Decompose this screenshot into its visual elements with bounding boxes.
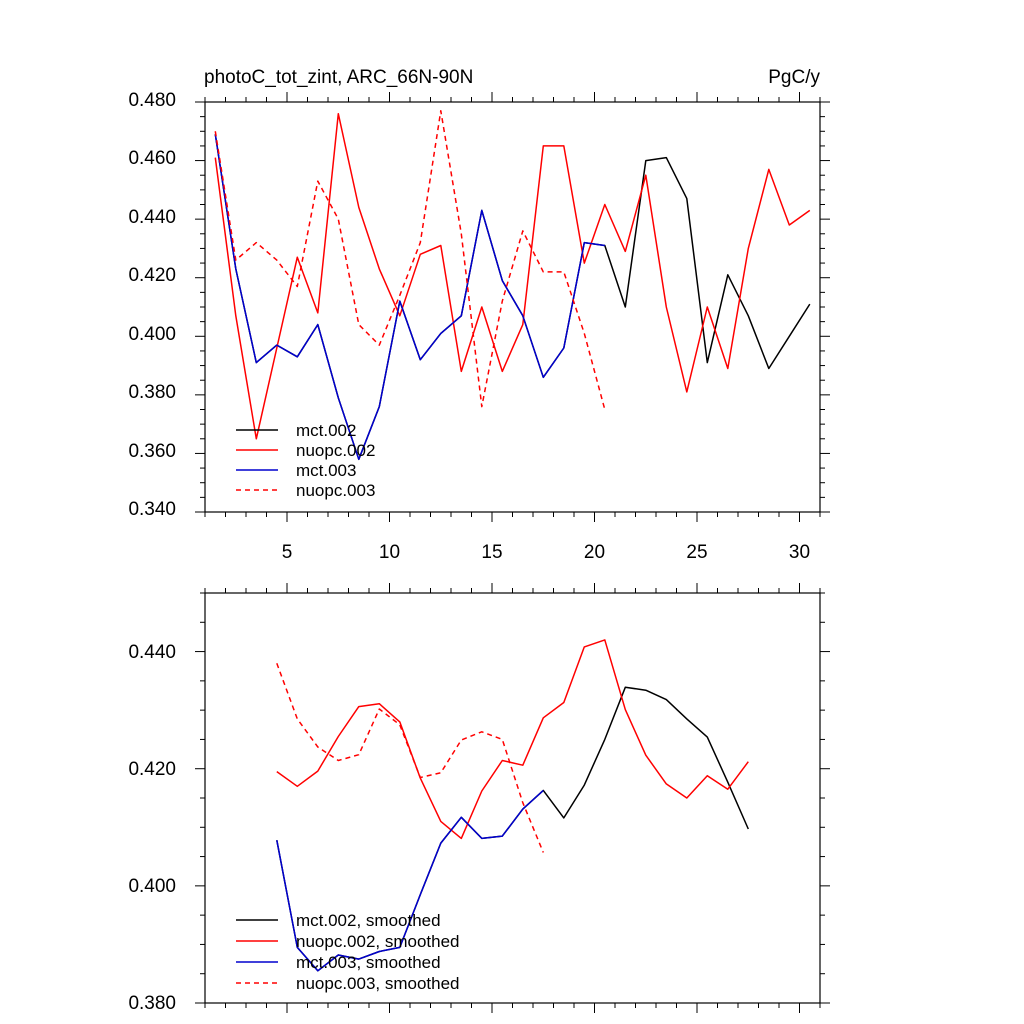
legend-label-mct-003: mct.003 bbox=[296, 461, 356, 480]
top-chart-title: photoC_tot_zint, ARC_66N-90N bbox=[204, 67, 473, 88]
legend-label-mct-003-smoothed: mct.003, smoothed bbox=[296, 953, 441, 972]
top-y-tick-label: 0.420 bbox=[128, 265, 176, 286]
top-legend: mct.002 nuopc.002 mct.003 nuopc.003 bbox=[236, 421, 375, 500]
top-y-tick-label: 0.400 bbox=[128, 324, 176, 345]
bottom-legend: mct.002, smoothed nuopc.002, smoothed mc… bbox=[236, 911, 460, 993]
series-line-nuopc-003 bbox=[214, 110, 606, 410]
top-x-tick-label: 10 bbox=[379, 542, 400, 563]
legend-label-mct-002: mct.002 bbox=[296, 421, 356, 440]
top-x-tick-label: 15 bbox=[481, 542, 502, 563]
legend-label-nuopc-003: nuopc.003 bbox=[296, 481, 375, 500]
bottom-y-tick-label: 0.440 bbox=[128, 642, 176, 663]
top-y-tick-label: 0.360 bbox=[128, 441, 176, 462]
bottom-series-lines bbox=[276, 639, 749, 972]
legend-label-nuopc-002: nuopc.002 bbox=[296, 441, 375, 460]
top-y-tick-label: 0.340 bbox=[128, 499, 176, 520]
series-line-nuopc-002 bbox=[214, 112, 811, 440]
bottom-panel: 0.380 0.400 0.420 0.440 mct.002, smoothe… bbox=[128, 583, 830, 1014]
top-x-tick-labels: 5 10 15 20 25 30 bbox=[282, 542, 810, 563]
top-x-tick-label: 20 bbox=[584, 542, 605, 563]
top-series-lines bbox=[214, 110, 811, 461]
top-x-tick-label: 30 bbox=[789, 542, 810, 563]
bottom-ticks bbox=[195, 583, 830, 1013]
series-line-nuopc-002-smoothed bbox=[276, 639, 749, 840]
top-chart-units: PgC/y bbox=[768, 67, 820, 88]
top-y-tick-labels: 0.340 0.360 0.380 0.400 0.420 0.440 0.46… bbox=[128, 90, 176, 520]
bottom-y-tick-label: 0.380 bbox=[128, 993, 176, 1014]
top-panel: photoC_tot_zint, ARC_66N-90N PgC/y 0.340… bbox=[128, 67, 830, 563]
top-x-tick-label: 25 bbox=[686, 542, 707, 563]
series-line-mct-003 bbox=[214, 134, 605, 461]
series-line-mct-003-smoothed bbox=[276, 789, 544, 972]
legend-label-nuopc-002-smoothed: nuopc.002, smoothed bbox=[296, 932, 460, 951]
bottom-y-tick-label: 0.400 bbox=[128, 876, 176, 897]
top-y-tick-label: 0.440 bbox=[128, 207, 176, 228]
bottom-y-tick-labels: 0.380 0.400 0.420 0.440 bbox=[128, 642, 176, 1014]
top-y-tick-label: 0.480 bbox=[128, 90, 176, 111]
legend-label-mct-002-smoothed: mct.002, smoothed bbox=[296, 911, 441, 930]
top-y-tick-label: 0.460 bbox=[128, 148, 176, 169]
top-x-tick-label: 5 bbox=[282, 542, 293, 563]
legend-label-nuopc-003-smoothed: nuopc.003, smoothed bbox=[296, 974, 460, 993]
top-ticks bbox=[195, 92, 830, 522]
bottom-y-tick-label: 0.420 bbox=[128, 759, 176, 780]
series-line-nuopc-003-smoothed bbox=[276, 663, 544, 853]
top-y-tick-label: 0.380 bbox=[128, 382, 176, 403]
